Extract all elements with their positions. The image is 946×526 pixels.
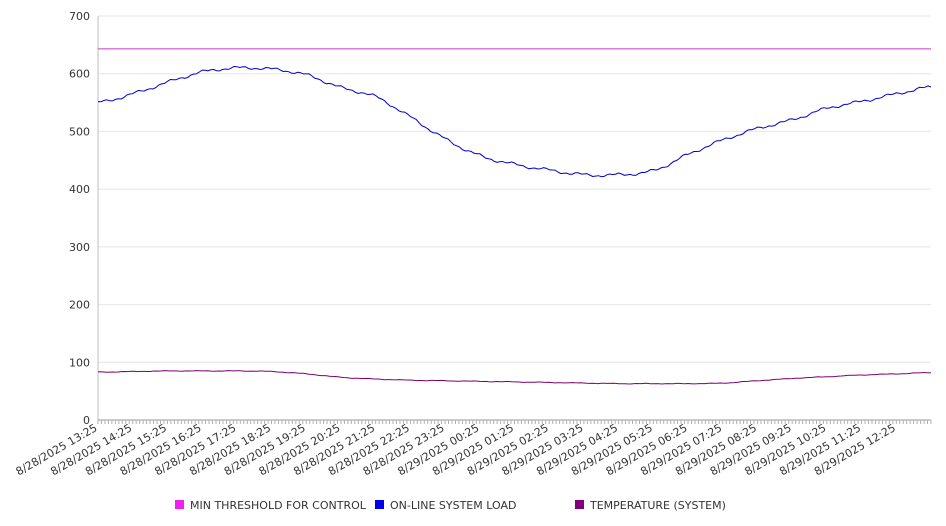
x-axis: 8/28/2025 13:258/28/2025 14:258/28/2025 …: [14, 419, 932, 478]
y-tick-label: 200: [69, 299, 90, 312]
legend-swatch: [375, 500, 384, 509]
legend-swatch: [175, 500, 184, 509]
y-tick-label: 100: [69, 356, 90, 369]
y-tick-label: 0: [83, 414, 90, 427]
y-tick-label: 600: [69, 68, 90, 81]
series-lines: [97, 48, 932, 385]
legend-label: TEMPERATURE (SYSTEM): [589, 499, 726, 512]
y-axis: 0 100 200 300 400 500 600 700: [69, 10, 99, 427]
series-line-1: [97, 65, 932, 178]
legend: MIN THRESHOLD FOR CONTROL ON-LINE SYSTEM …: [175, 499, 726, 512]
y-tick-label: 700: [69, 10, 90, 23]
y-tick-label: 500: [69, 125, 90, 138]
legend-label: ON-LINE SYSTEM LOAD: [390, 499, 516, 512]
legend-swatch: [575, 500, 584, 509]
y-tick-label: 300: [69, 241, 90, 254]
grid-lines: [98, 15, 931, 421]
legend-label: MIN THRESHOLD FOR CONTROL: [190, 499, 367, 512]
series-line-2: [97, 370, 932, 385]
y-tick-label: 400: [69, 183, 90, 196]
